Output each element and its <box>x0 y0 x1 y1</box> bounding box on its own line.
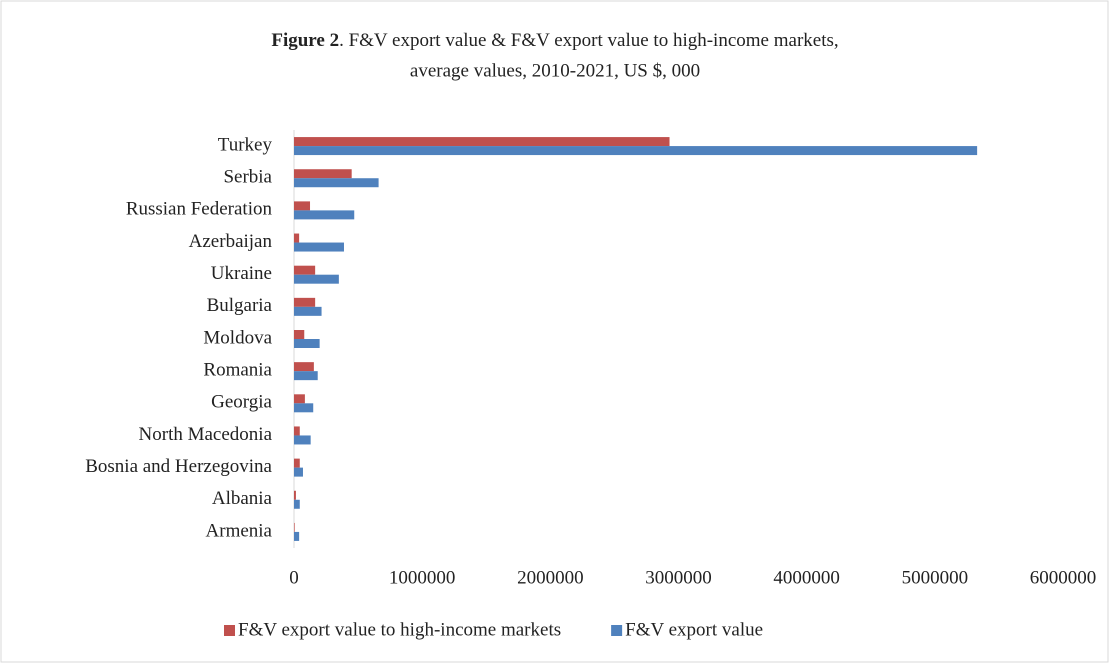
bar <box>294 201 311 211</box>
y-tick-label: Georgia <box>211 392 272 413</box>
bar <box>294 297 316 307</box>
x-tick-label: 2000000 <box>517 567 584 588</box>
bar <box>294 522 295 532</box>
bar <box>294 210 355 220</box>
bar <box>294 242 344 252</box>
bar <box>294 426 300 436</box>
title-lead: Figure 2 <box>271 30 339 51</box>
bar <box>294 339 320 348</box>
bar <box>294 394 305 404</box>
bar <box>294 169 352 179</box>
bar <box>294 435 311 445</box>
x-tick-label: 6000000 <box>1030 567 1097 588</box>
bar <box>294 531 300 541</box>
x-tick-label: 0 <box>289 567 299 588</box>
x-tick-label: 3000000 <box>645 567 712 588</box>
y-tick-label: Serbia <box>223 167 272 188</box>
y-tick-label: Romania <box>203 360 272 381</box>
x-tick-label: 4000000 <box>773 567 840 588</box>
x-tick-label: 1000000 <box>389 567 456 588</box>
bar <box>294 403 314 413</box>
bar <box>294 178 379 188</box>
bar <box>294 265 316 275</box>
bar <box>294 467 303 477</box>
y-tick-label: Turkey <box>218 134 273 155</box>
title-line: . F&V export value & F&V export value to… <box>339 30 839 51</box>
bar <box>294 306 322 316</box>
bar <box>294 371 318 381</box>
y-tick-label: Moldova <box>203 327 272 348</box>
bar <box>294 490 296 500</box>
chart-title: Figure 2. F&V export value & F&V export … <box>271 30 838 51</box>
bar <box>294 137 670 147</box>
bar <box>294 146 978 156</box>
legend-swatch <box>611 625 623 636</box>
x-tick-label: 5000000 <box>902 567 969 588</box>
y-tick-label: Bosnia and Herzegovina <box>85 456 272 477</box>
y-tick-label: Bulgaria <box>207 295 273 316</box>
legend-label: F&V export value to high-income markets <box>238 619 561 640</box>
y-tick-label: North Macedonia <box>139 424 273 445</box>
y-tick-label: Armenia <box>206 520 273 541</box>
legend-label: F&V export value <box>625 619 763 640</box>
bar <box>294 330 305 339</box>
y-tick-label: Russian Federation <box>126 199 273 220</box>
y-tick-label: Ukraine <box>211 263 272 284</box>
bar <box>294 362 314 372</box>
y-tick-label: Albania <box>212 488 273 509</box>
legend-swatch <box>224 625 235 636</box>
bar <box>294 274 339 284</box>
bar <box>294 233 300 243</box>
bar <box>294 458 300 468</box>
chart-title: average values, 2010-2021, US $, 000 <box>410 60 700 81</box>
y-tick-label: Azerbaijan <box>189 231 273 252</box>
bar <box>294 499 300 509</box>
